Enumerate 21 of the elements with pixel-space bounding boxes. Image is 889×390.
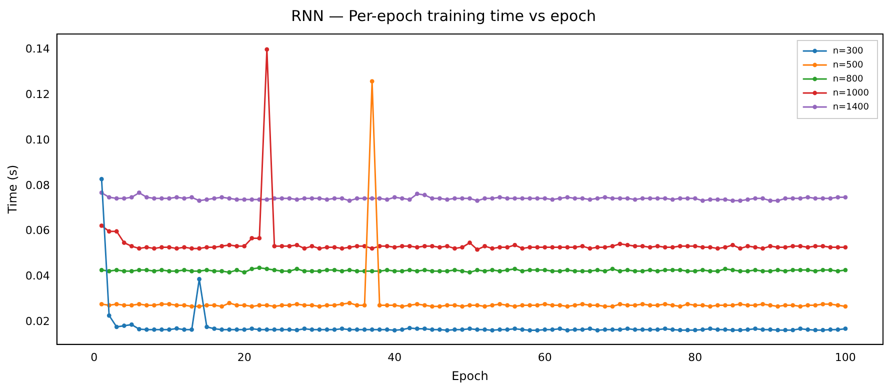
y-tick-label: 0.04: [25, 270, 50, 283]
y-tick-label: 0.14: [25, 42, 50, 56]
legend-label: n=500: [832, 60, 864, 70]
y-axis-title: Time (s): [5, 164, 20, 215]
x-tick-label: 80: [688, 350, 702, 364]
y-tick-label: 0.06: [25, 224, 50, 238]
y-tick-label: 0.12: [25, 88, 50, 101]
y-tick-label: 0.08: [25, 178, 50, 192]
legend-label: n=300: [832, 46, 864, 56]
y-tick-label: 0.10: [25, 133, 50, 146]
chart-title: RNN — Per-epoch training time vs epoch: [291, 6, 596, 25]
x-tick-label: 20: [237, 350, 252, 364]
legend-label: n=1000: [832, 88, 870, 98]
x-axis-title: Epoch: [452, 368, 488, 383]
legend-label: n=1400: [832, 102, 870, 112]
x-tick-label: 40: [388, 350, 402, 364]
y-tick-label: 0.02: [25, 315, 50, 328]
x-tick-label: 60: [538, 350, 552, 364]
x-tick-label: 100: [834, 350, 856, 364]
legend-label: n=800: [832, 74, 864, 84]
x-tick-label: 0: [90, 350, 98, 364]
